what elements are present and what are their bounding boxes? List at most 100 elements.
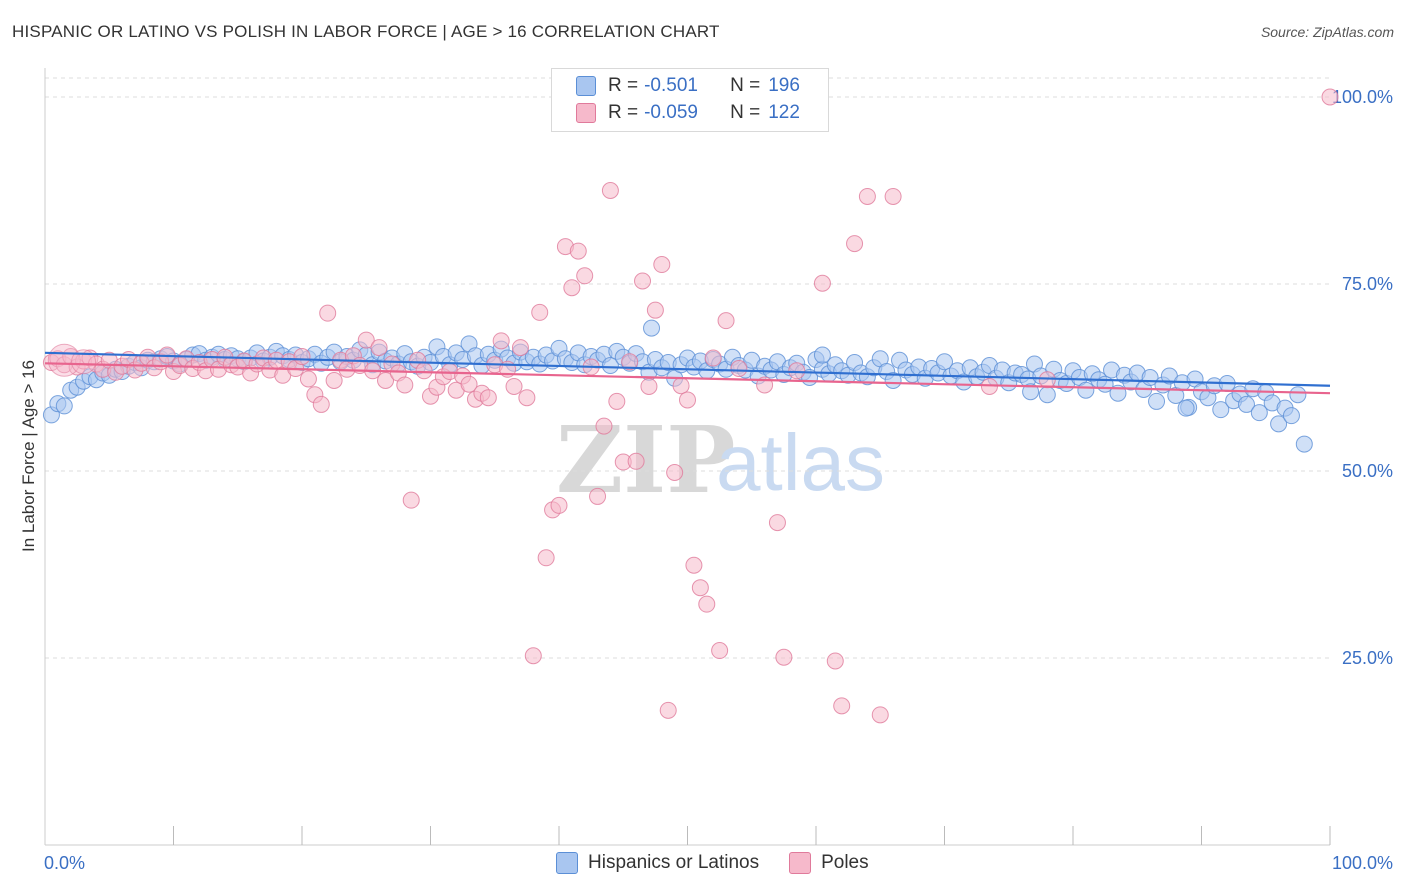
blue-swatch-icon [576, 76, 596, 96]
y-tick-label: 25.0% [1342, 648, 1393, 668]
point-poles [505, 377, 523, 395]
legend-item-hispanic[interactable]: Hispanics or Latinos [556, 852, 759, 874]
watermark-atlas: atlas [716, 418, 885, 507]
point-hispanic [55, 397, 73, 415]
watermark-zip: ZIP [556, 406, 735, 514]
chart-title: HISPANIC OR LATINO VS POLISH IN LABOR FO… [12, 22, 720, 41]
point-hispanic [643, 319, 661, 337]
point-poles [357, 331, 375, 349]
x-tick-label: 0.0% [44, 853, 85, 873]
point-poles [293, 348, 311, 366]
pink-swatch-icon [789, 852, 812, 874]
point-poles [775, 648, 793, 666]
point-poles [569, 242, 587, 260]
y-tick-label: 100.0% [1332, 87, 1393, 107]
blue-swatch-icon [556, 852, 578, 874]
point-poles [479, 389, 497, 407]
point-hispanic [813, 346, 831, 364]
point-poles [730, 360, 748, 378]
point-hispanic [1077, 381, 1095, 399]
point-poles [537, 549, 555, 567]
point-poles [659, 701, 677, 719]
n-label: N = [730, 75, 761, 96]
point-hispanic [1038, 386, 1056, 404]
point-poles [312, 395, 330, 413]
n-value-poles: 122 [768, 102, 800, 123]
legend-item-poles[interactable]: Poles [789, 852, 869, 874]
legend-row-poles: R = -0.059 N = 122 [576, 100, 800, 126]
point-hispanic [601, 357, 619, 375]
point-hispanic [1295, 435, 1313, 453]
point-poles [627, 452, 645, 470]
r-label: R = [608, 75, 639, 96]
y-tick-label: 50.0% [1342, 461, 1393, 481]
trend-line-hispanic [44, 351, 1331, 387]
point-poles [826, 652, 844, 670]
point-hispanic [1250, 404, 1268, 422]
point-poles [704, 349, 722, 367]
point-poles [672, 377, 690, 395]
point-poles [531, 303, 549, 321]
point-hispanic [884, 371, 902, 389]
y-tick-label: 75.0% [1342, 274, 1393, 294]
point-poles [1038, 371, 1056, 389]
point-hispanic [1289, 386, 1307, 404]
point-poles [319, 304, 337, 322]
point-poles [768, 514, 786, 532]
point-hispanic [1270, 415, 1288, 433]
point-poles [550, 496, 568, 514]
pink-swatch-icon [576, 103, 596, 123]
n-label: N = [730, 102, 761, 123]
point-poles [711, 642, 729, 660]
point-poles [518, 389, 536, 407]
legend-row-hispanic: R = -0.501 N = 196 [576, 73, 800, 99]
point-poles [524, 647, 542, 665]
point-hispanic [936, 353, 953, 371]
point-poles [325, 371, 343, 389]
point-poles [846, 235, 864, 253]
point-poles [666, 463, 684, 481]
series-poles [42, 88, 1339, 724]
point-poles [563, 279, 581, 297]
r-label: R = [608, 102, 639, 123]
point-poles [653, 256, 671, 274]
n-value-hispanic: 196 [768, 75, 800, 96]
point-hispanic [1282, 407, 1300, 425]
point-hispanic [1177, 399, 1195, 417]
point-poles [858, 187, 876, 205]
point-poles [1321, 88, 1339, 106]
point-hispanic [1237, 395, 1255, 413]
point-poles [402, 491, 420, 509]
r-value-poles: -0.059 [644, 102, 698, 123]
point-hispanic [1212, 401, 1230, 419]
point-poles [813, 274, 831, 292]
point-poles [601, 182, 619, 199]
series-legend: Hispanics or Latinos Poles [556, 852, 899, 874]
point-poles [788, 362, 806, 380]
point-poles [884, 187, 902, 205]
correlation-legend: R = -0.501 N = 196 R = -0.059 N = 122 [551, 68, 829, 132]
point-poles [299, 370, 317, 388]
point-poles [377, 371, 395, 389]
point-poles [608, 392, 626, 410]
point-poles [396, 376, 414, 394]
point-cluster-poles [71, 349, 97, 375]
point-poles [621, 353, 639, 371]
source-label[interactable]: Source: ZipAtlas.com [1260, 24, 1394, 40]
legend-label-poles: Poles [821, 852, 869, 873]
point-poles [576, 267, 594, 285]
point-poles [640, 377, 658, 395]
point-hispanic [1022, 383, 1040, 401]
point-poles [595, 417, 613, 435]
point-poles [492, 332, 510, 350]
point-poles [634, 272, 652, 290]
point-poles [511, 339, 529, 357]
y-axis-label: In Labor Force | Age > 16 [19, 360, 38, 552]
point-poles [646, 301, 664, 319]
point-poles [589, 487, 607, 505]
point-poles [370, 339, 388, 357]
point-poles [691, 579, 709, 597]
point-poles [415, 362, 433, 380]
x-tick-label: 100.0% [1332, 853, 1393, 873]
point-poles [871, 706, 889, 724]
